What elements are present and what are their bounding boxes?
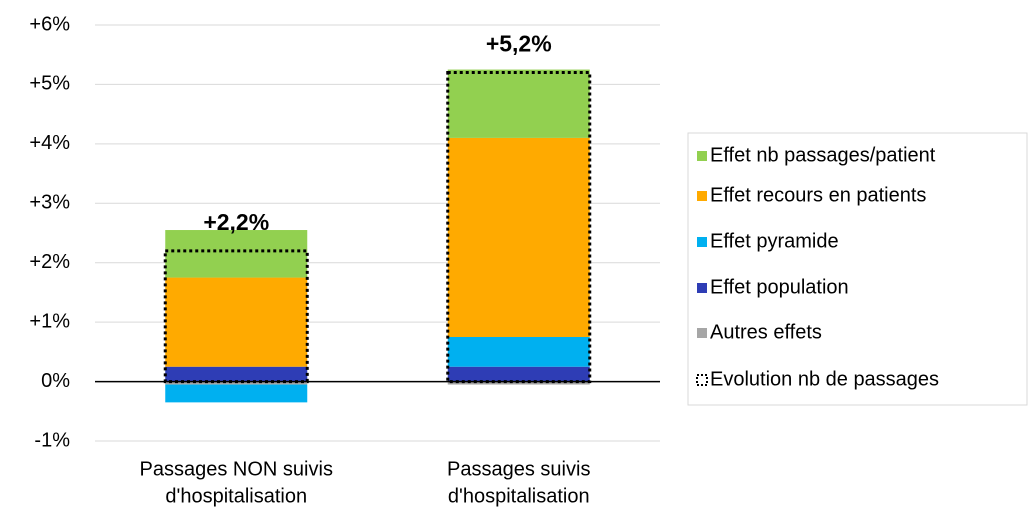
legend-swatch bbox=[697, 237, 707, 247]
legend-label: Effet nb passages/patient bbox=[710, 144, 936, 166]
legend-swatch bbox=[696, 374, 708, 386]
legend-label: Effet population bbox=[710, 276, 849, 298]
legend-swatch bbox=[697, 191, 707, 201]
legend-label: Effet recours en patients bbox=[710, 184, 926, 206]
x-tick-label: d'hospitalisation bbox=[165, 485, 307, 507]
legend-swatch bbox=[697, 151, 707, 161]
evolution-box bbox=[446, 71, 592, 384]
bar-segment bbox=[165, 366, 308, 382]
y-tick-label: +5% bbox=[29, 73, 70, 95]
bar-segment bbox=[165, 384, 308, 403]
legend-swatch bbox=[697, 283, 707, 293]
legend-label: Effet pyramide bbox=[710, 230, 839, 252]
evolution-box bbox=[163, 249, 309, 384]
bar-segment bbox=[447, 366, 590, 382]
y-tick-label: +2% bbox=[29, 251, 70, 273]
legend-box bbox=[687, 132, 1028, 406]
data-label: +5,2% bbox=[486, 31, 552, 57]
legend-label: Evolution nb de passages bbox=[710, 368, 939, 390]
bar-segment bbox=[165, 230, 308, 278]
y-tick-label: 0% bbox=[41, 370, 70, 392]
bar-segment bbox=[447, 137, 590, 337]
legend-label: Autres effets bbox=[710, 321, 822, 343]
bar-segment bbox=[165, 277, 308, 367]
y-tick-label: +6% bbox=[29, 13, 70, 35]
bar-segment bbox=[447, 337, 590, 367]
y-tick-label: +3% bbox=[29, 192, 70, 214]
x-tick-label: Passages suivis bbox=[447, 458, 590, 480]
legend-swatch bbox=[697, 328, 707, 338]
bar-segment bbox=[447, 69, 590, 138]
x-tick-label: d'hospitalisation bbox=[448, 485, 590, 507]
x-tick-label: Passages NON suivis bbox=[140, 458, 333, 480]
y-tick-label: +1% bbox=[29, 310, 70, 332]
y-tick-label: +4% bbox=[29, 132, 70, 154]
data-label: +2,2% bbox=[203, 209, 269, 235]
y-tick-label: -1% bbox=[34, 429, 70, 451]
